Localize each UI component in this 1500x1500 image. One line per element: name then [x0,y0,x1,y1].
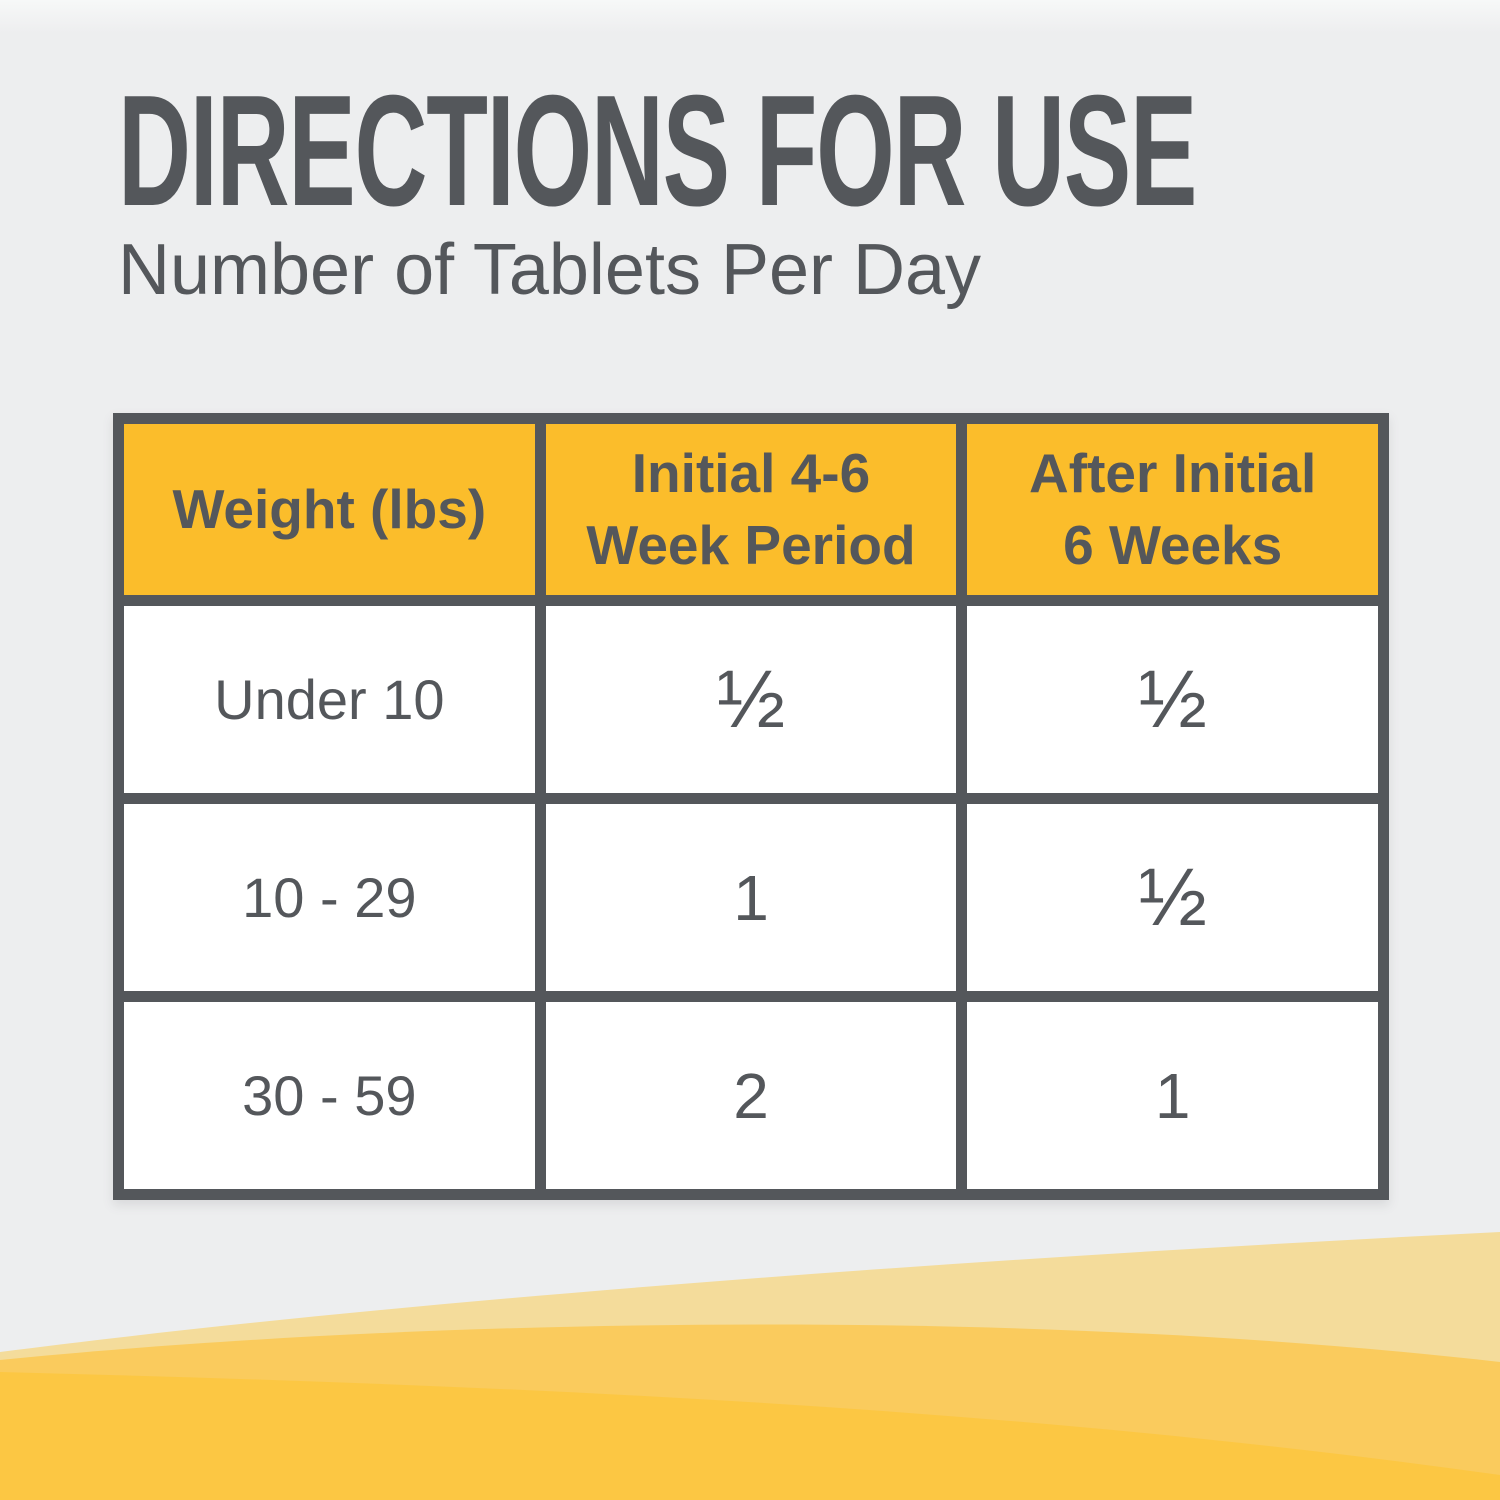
weight-cell: 30 - 59 [113,991,546,1200]
weight-cell: Under 10 [113,595,546,804]
column-header-weight: Weight (lbs) [113,413,546,606]
table-row: Under 10 ½ ½ [113,595,1389,804]
wave-decoration [0,1232,1500,1500]
column-header-initial-period: Initial 4-6 Week Period [534,413,968,606]
table-header-row: Weight (lbs) Initial 4-6 Week Period Aft… [113,413,1389,606]
weight-cell: 10 - 29 [113,793,546,1002]
page-subtitle: Number of Tablets Per Day [118,230,982,310]
table-row: 30 - 59 2 1 [113,991,1389,1200]
after-dose-cell: 1 [956,991,1389,1200]
dosage-table: Weight (lbs) Initial 4-6 Week Period Aft… [113,413,1389,1200]
page-title: DIRECTIONS FOR USE [118,63,1197,239]
initial-dose-cell: 2 [534,991,968,1200]
initial-dose-cell: 1 [534,793,968,1002]
column-header-after-initial: After Initial 6 Weeks [956,413,1389,606]
initial-dose-cell: ½ [534,595,968,804]
after-dose-cell: ½ [956,595,1389,804]
table-row: 10 - 29 1 ½ [113,793,1389,1002]
wave-layer-gold [0,1372,1500,1500]
after-dose-cell: ½ [956,793,1389,1002]
